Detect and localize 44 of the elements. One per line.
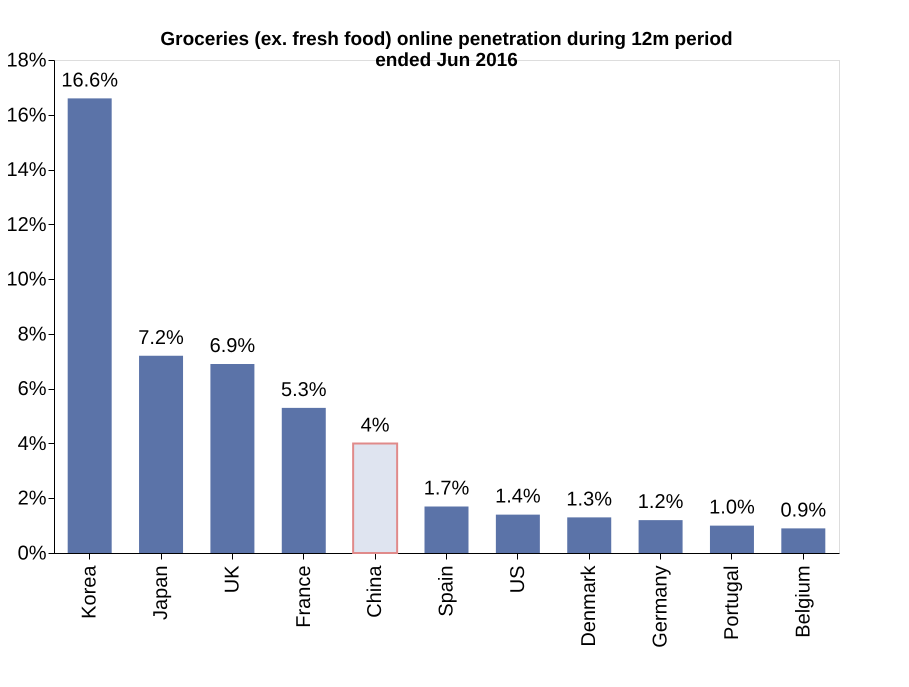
bar xyxy=(781,528,826,553)
x-tick-label: Japan xyxy=(150,566,172,620)
x-tick-label: Portugal xyxy=(720,566,743,640)
y-tick-label: 12% xyxy=(6,214,47,236)
data-label: 0.9% xyxy=(780,499,826,522)
y-tick-label: 0% xyxy=(18,542,47,564)
bar xyxy=(139,356,184,553)
x-tick-label: Spain xyxy=(436,566,458,617)
data-label: 1.0% xyxy=(709,496,755,519)
bar xyxy=(282,408,326,553)
data-label: 1.7% xyxy=(424,477,470,500)
x-tick-label: US xyxy=(506,566,529,594)
x-tick-label: China xyxy=(364,564,386,618)
y-tick-label: 18% xyxy=(6,50,47,72)
data-label: 16.6% xyxy=(61,69,118,92)
bar xyxy=(638,520,683,553)
bar xyxy=(496,514,540,553)
y-tick-label: 4% xyxy=(18,432,47,455)
data-label: 1.2% xyxy=(638,491,684,514)
data-label: 7.2% xyxy=(138,326,184,349)
data-label: 4% xyxy=(360,414,390,436)
x-tick-label: Korea xyxy=(78,564,101,619)
data-label: 1.3% xyxy=(566,488,612,510)
y-tick-label: 6% xyxy=(18,378,47,400)
y-tick-label: 10% xyxy=(6,268,47,291)
data-label: 1.4% xyxy=(495,486,541,508)
data-label: 5.3% xyxy=(280,378,327,401)
bar xyxy=(68,98,112,553)
y-tick-label: 2% xyxy=(18,488,47,510)
x-tick-label: Germany xyxy=(650,566,672,648)
y-tick-label: 16% xyxy=(6,104,47,126)
x-tick-label: UK xyxy=(221,564,244,594)
x-tick-label: Belgium xyxy=(792,566,814,638)
bar xyxy=(424,506,468,553)
text: ended Jun 2016 xyxy=(375,50,518,71)
bar xyxy=(710,526,754,553)
data-label: 6.9% xyxy=(210,335,256,358)
bar xyxy=(567,517,612,553)
x-tick-label: France xyxy=(292,566,315,628)
text: Groceries (ex. fresh food) online penetration during 12m period xyxy=(160,29,733,50)
x-tick-label: Denmark xyxy=(578,564,600,647)
y-tick-label: 8% xyxy=(18,323,47,346)
bar xyxy=(210,364,254,553)
y-tick-label: 14% xyxy=(6,159,47,182)
